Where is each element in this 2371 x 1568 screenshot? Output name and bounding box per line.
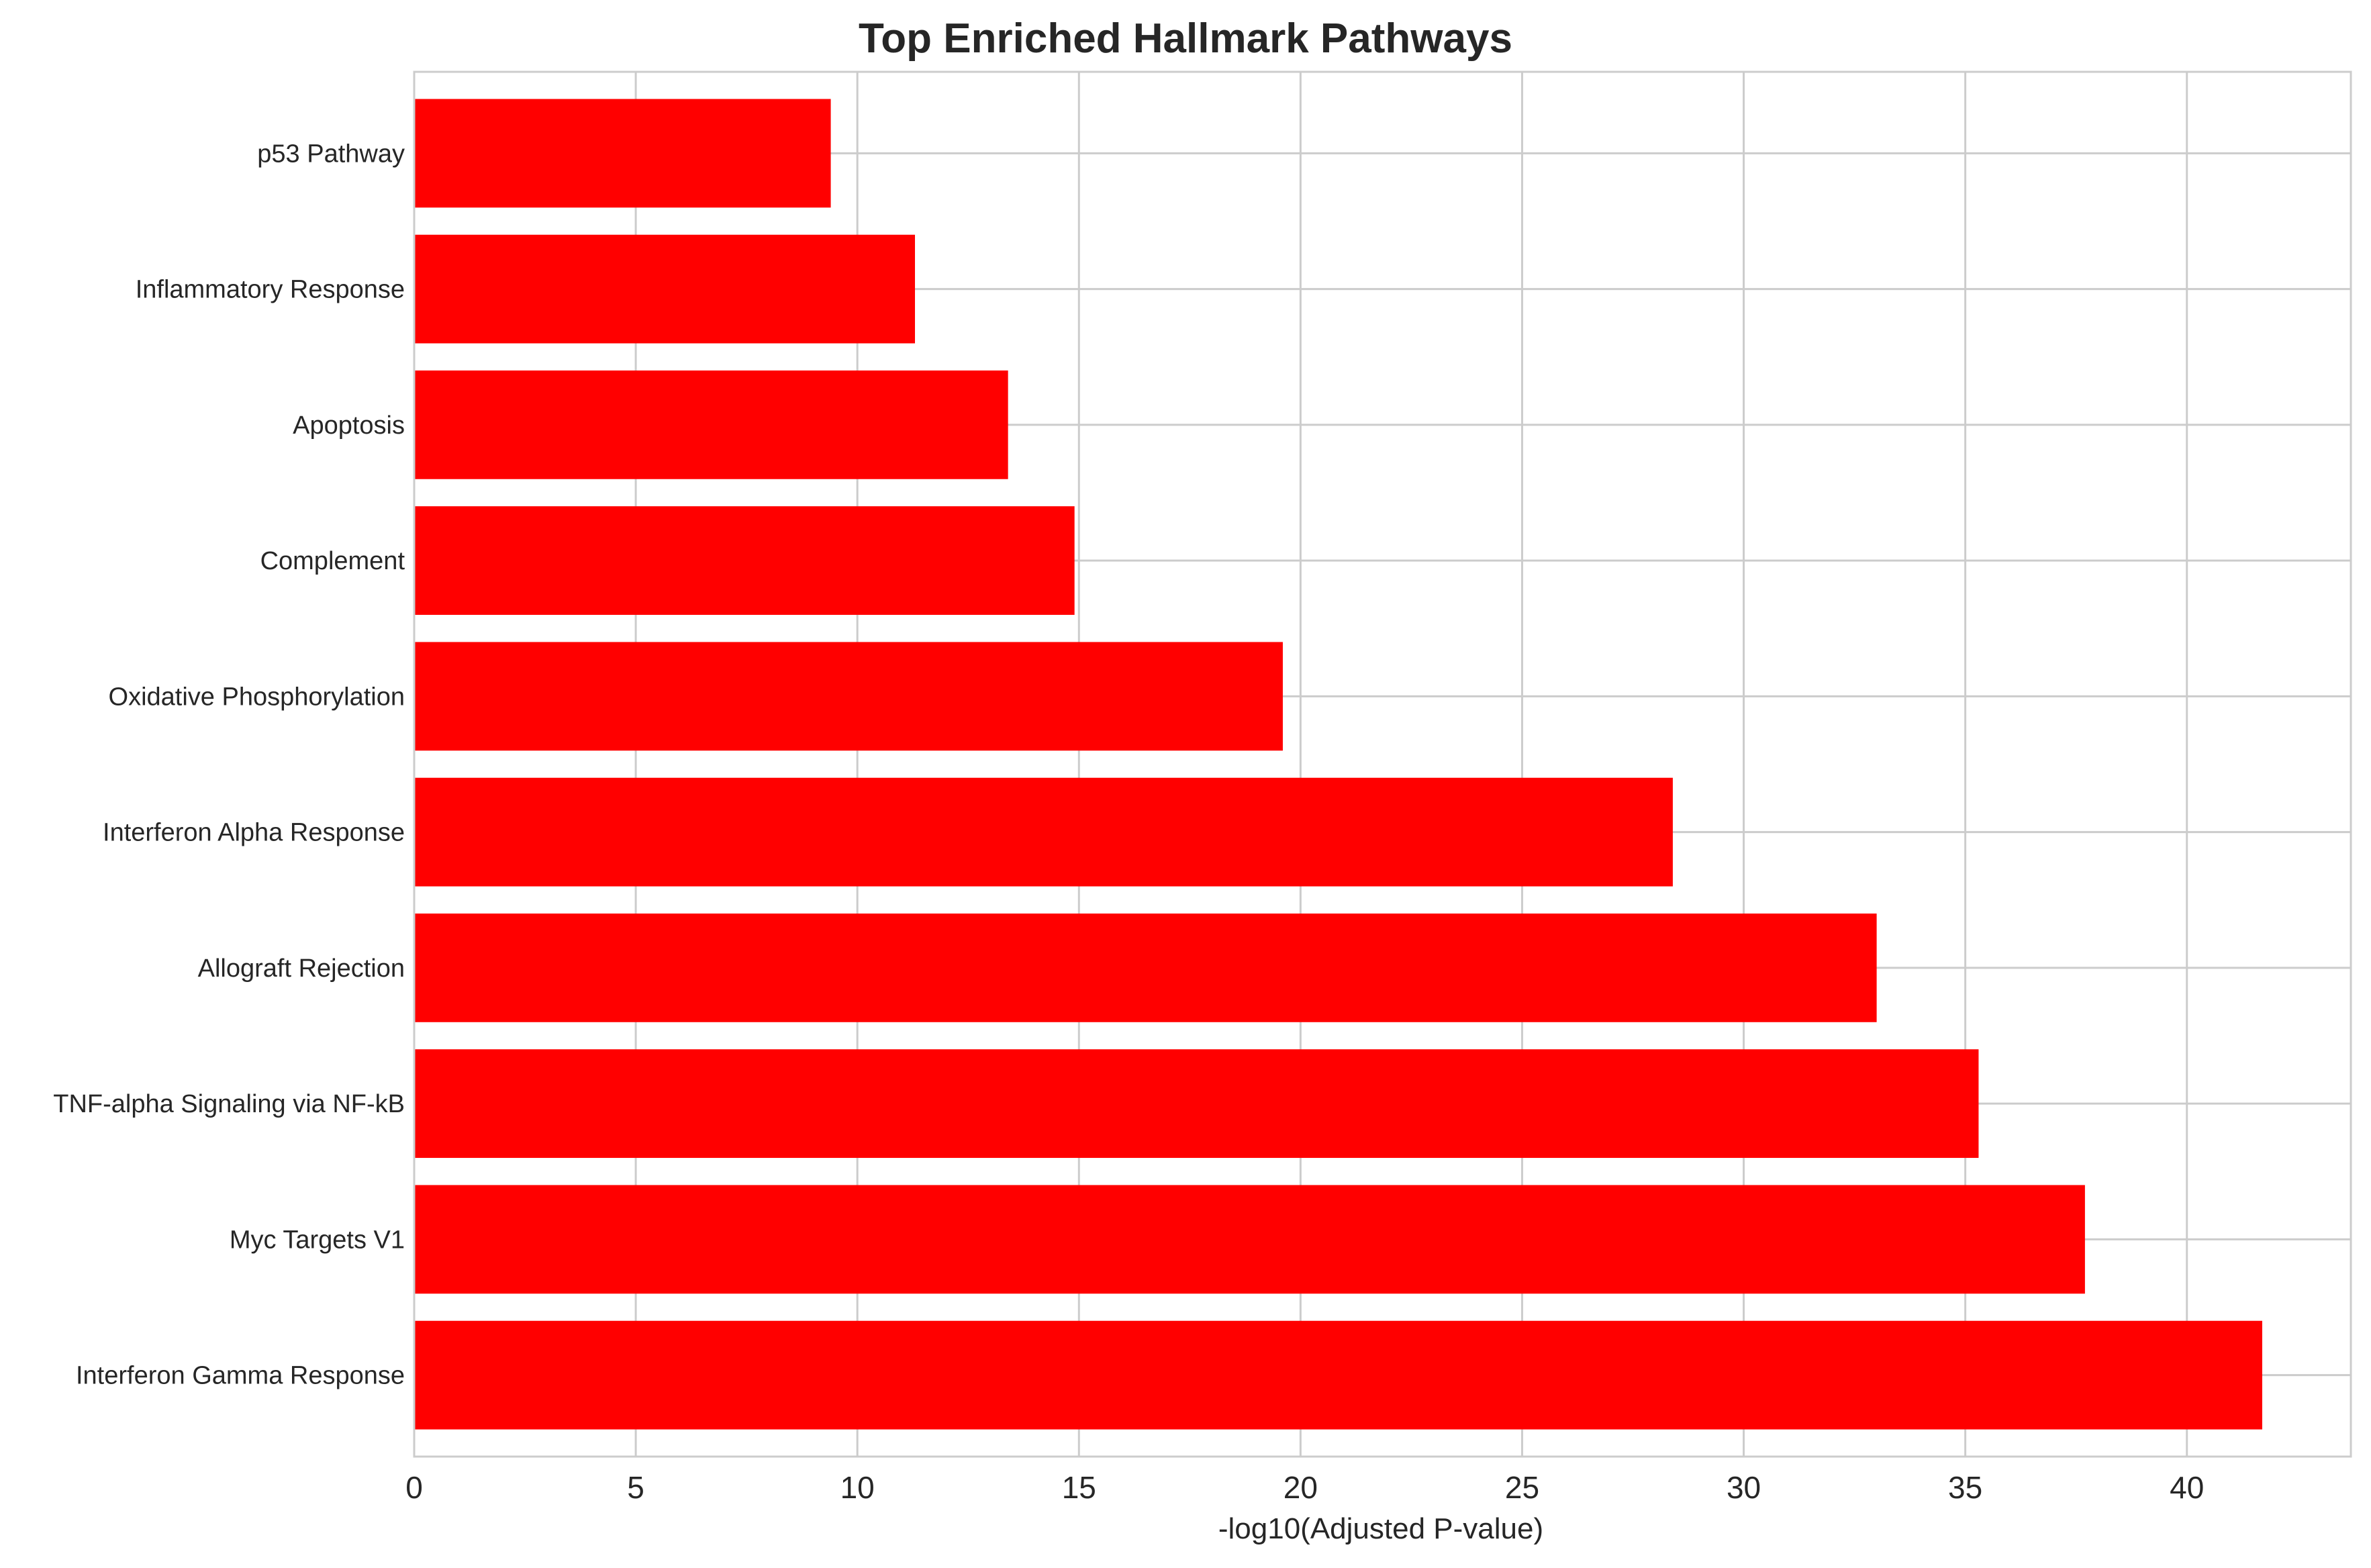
y-tick-label: Oxidative Phosphorylation <box>109 683 405 711</box>
y-tick-label: Complement <box>260 547 405 575</box>
y-tick-labels: Interferon Gamma Response Myc Targets V1 T… <box>53 140 405 1389</box>
x-tick-label: 35 <box>1948 1470 1982 1505</box>
y-tick-label: Allograft Rejection <box>198 954 405 983</box>
bar <box>414 1185 2085 1294</box>
y-tick-label: Interferon Gamma Response <box>76 1362 405 1390</box>
x-axis-title: -log10(Adjusted P-value) <box>1218 1512 1543 1545</box>
chart-title: Top Enriched Hallmark Pathways <box>859 15 1512 62</box>
x-tick-label: 25 <box>1505 1470 1539 1505</box>
x-tick-label: 30 <box>1727 1470 1761 1505</box>
y-tick-label: p53 Pathway <box>257 140 405 168</box>
bar <box>414 234 916 344</box>
bars <box>414 99 2262 1430</box>
y-tick-label: Interferon Alpha Response <box>103 819 405 847</box>
plot-frame <box>413 70 2352 1458</box>
x-tick-label: 0 <box>405 1470 423 1505</box>
x-tick-labels: 0 5 10 15 20 25 30 35 40 <box>405 1470 2204 1505</box>
bar <box>414 506 1075 616</box>
y-tick-label: TNF-alpha Signaling via NF-kB <box>53 1090 405 1118</box>
bar <box>414 1320 2262 1430</box>
x-tick-label: 15 <box>1062 1470 1096 1505</box>
y-tick-label: Myc Targets V1 <box>230 1226 405 1254</box>
x-tick-label: 40 <box>2170 1470 2204 1505</box>
x-tick-label: 5 <box>627 1470 644 1505</box>
x-tick-label: 20 <box>1284 1470 1318 1505</box>
bar <box>414 1049 1979 1159</box>
bar <box>414 913 1877 1022</box>
bar <box>414 99 831 208</box>
y-tick-label: Inflammatory Response <box>136 276 405 304</box>
x-tick-label: 10 <box>840 1470 875 1505</box>
bar <box>414 370 1008 479</box>
bar <box>414 777 1673 887</box>
y-tick-label: Apoptosis <box>293 411 405 440</box>
bar <box>414 642 1283 751</box>
